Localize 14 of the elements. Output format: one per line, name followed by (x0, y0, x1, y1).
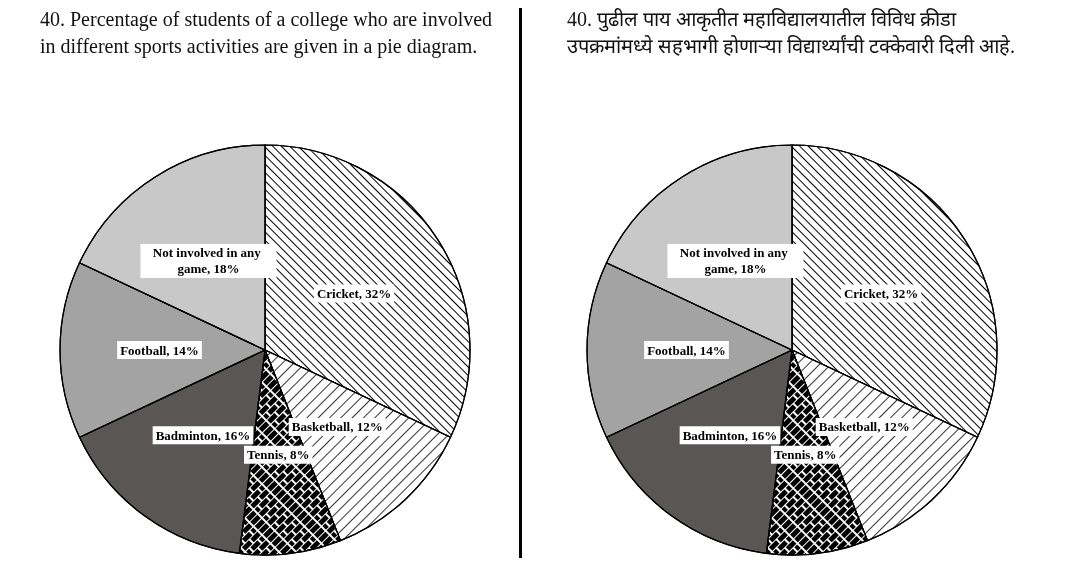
slice-label: Tennis, 8% (247, 447, 310, 463)
slice-label: Not involved in any game, 18% (152, 245, 265, 277)
slice-label: Football, 14% (120, 342, 199, 358)
slice-label: Basketball, 12% (818, 419, 910, 435)
slice-label: Badminton, 16% (682, 427, 778, 443)
slice-label: Tennis, 8% (774, 447, 837, 463)
chart-title: 40. Percentage of students of a college who are involved in different sports activities are given in a pie diagram. (40, 7, 494, 60)
slice-label: Badminton, 16% (155, 427, 251, 443)
slice-label: Basketball, 12% (291, 419, 383, 435)
slice-label: Cricket, 32% (316, 285, 392, 301)
slice-label: Football, 14% (647, 342, 726, 358)
chart-title: 40. पुढील पाय आकृतीत महाविद्यालयातील विविध क्रीडा उपक्रमांमध्ये सहभागी होणाऱ्या विद्यार्थ्यांची टक्केवारी दिली आहे. (567, 7, 1016, 59)
slice-label: Not involved in any game, 18% (679, 245, 792, 277)
slice-label: Cricket, 32% (843, 285, 919, 301)
